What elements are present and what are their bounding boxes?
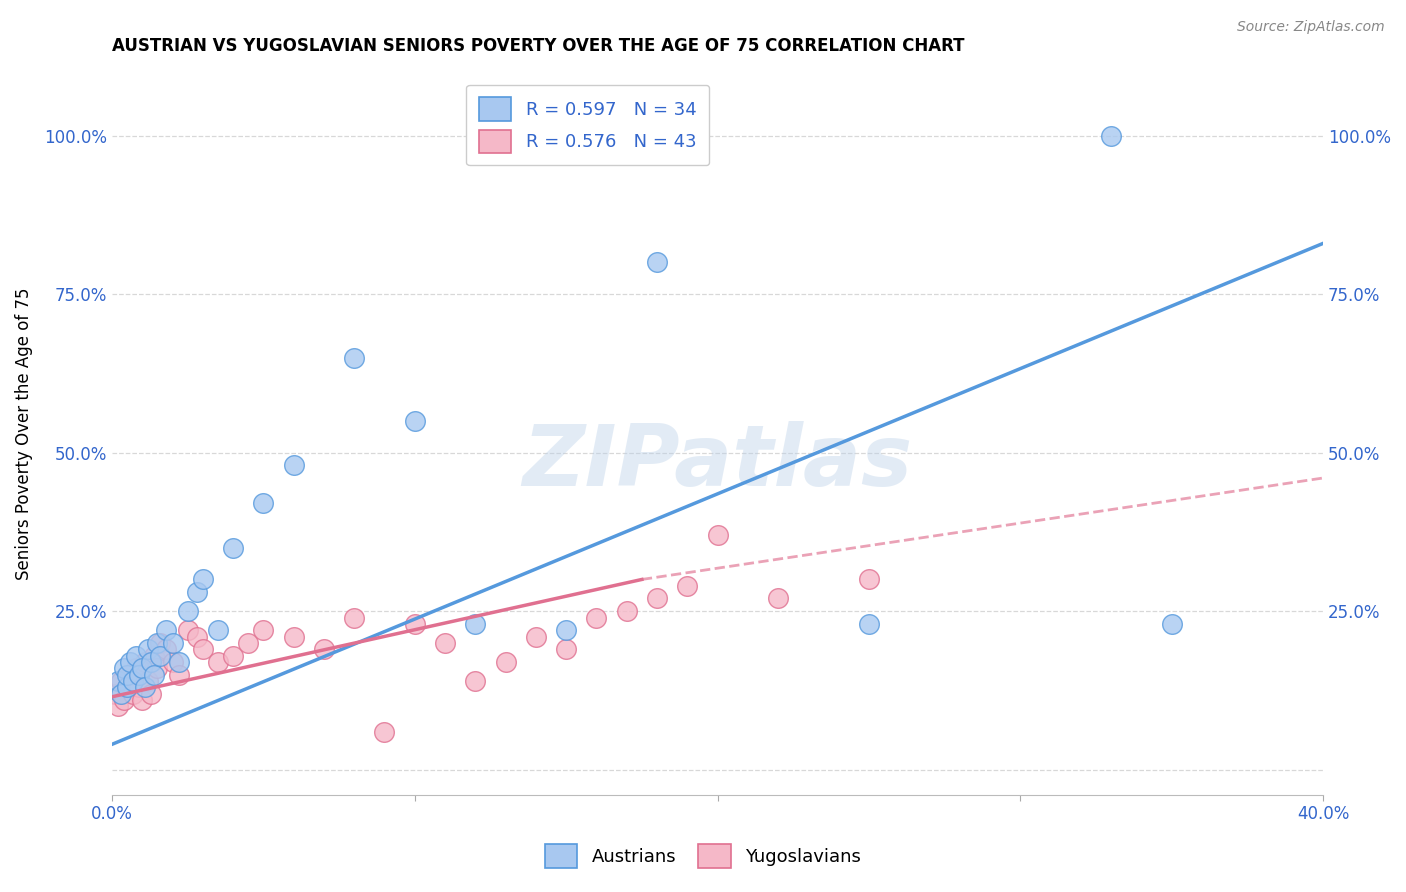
Point [312, 642, 335, 657]
Point [131, 661, 153, 675]
Point [645, 255, 668, 269]
Point [766, 591, 789, 606]
Point [110, 673, 132, 688]
Point [115, 680, 138, 694]
Point [252, 623, 274, 637]
Point [186, 585, 208, 599]
Point [136, 673, 159, 688]
Point [115, 667, 138, 681]
Point [645, 591, 668, 606]
Legend: Austrians, Yugoslavians: Austrians, Yugoslavians [534, 834, 872, 879]
Point [858, 616, 880, 631]
Point [222, 541, 245, 555]
Point [149, 648, 172, 663]
Point [404, 616, 426, 631]
Point [146, 661, 169, 675]
Point [373, 724, 395, 739]
Point [155, 642, 177, 657]
Point [149, 636, 172, 650]
Point [125, 661, 148, 675]
Point [120, 655, 142, 669]
Point [134, 655, 156, 669]
Point [555, 623, 578, 637]
Point [125, 648, 148, 663]
Point [167, 667, 190, 681]
Point [110, 687, 132, 701]
Point [434, 636, 457, 650]
Point [141, 655, 163, 669]
Point [115, 680, 138, 694]
Point [136, 642, 159, 657]
Point [107, 699, 129, 714]
Point [343, 351, 366, 365]
Point [858, 573, 880, 587]
Point [404, 414, 426, 428]
Point [128, 680, 150, 694]
Point [167, 655, 190, 669]
Point [555, 642, 578, 657]
Point [343, 610, 366, 624]
Point [112, 693, 135, 707]
Point [222, 648, 245, 663]
Point [176, 623, 198, 637]
Point [238, 636, 260, 650]
Text: AUSTRIAN VS YUGOSLAVIAN SENIORS POVERTY OVER THE AGE OF 75 CORRELATION CHART: AUSTRIAN VS YUGOSLAVIAN SENIORS POVERTY … [112, 37, 965, 55]
Point [207, 623, 229, 637]
Point [495, 655, 517, 669]
Point [252, 496, 274, 510]
Point [1160, 616, 1182, 631]
Point [143, 648, 166, 663]
Point [283, 458, 305, 473]
Point [143, 667, 166, 681]
Point [155, 623, 177, 637]
Text: Source: ZipAtlas.com: Source: ZipAtlas.com [1237, 20, 1385, 34]
Point [104, 687, 127, 701]
Point [134, 680, 156, 694]
Point [186, 630, 208, 644]
Point [131, 693, 153, 707]
Point [191, 642, 214, 657]
Text: ZIPatlas: ZIPatlas [523, 421, 912, 504]
Point [1099, 128, 1122, 143]
Point [162, 636, 184, 650]
Legend: R = 0.597   N = 34, R = 0.576   N = 43: R = 0.597 N = 34, R = 0.576 N = 43 [467, 85, 709, 166]
Y-axis label: Seniors Poverty Over the Age of 75: Seniors Poverty Over the Age of 75 [15, 287, 32, 580]
Point [191, 573, 214, 587]
Point [616, 604, 638, 618]
Point [162, 655, 184, 669]
Point [676, 579, 699, 593]
Point [706, 528, 728, 542]
Point [122, 673, 145, 688]
Point [141, 687, 163, 701]
Point [524, 630, 547, 644]
Point [176, 604, 198, 618]
Point [464, 673, 486, 688]
Point [112, 661, 135, 675]
Point [146, 636, 169, 650]
Point [207, 655, 229, 669]
Point [464, 616, 486, 631]
Point [128, 667, 150, 681]
Point [283, 630, 305, 644]
Point [585, 610, 607, 624]
Point [107, 673, 129, 688]
Point [122, 687, 145, 701]
Point [120, 667, 142, 681]
